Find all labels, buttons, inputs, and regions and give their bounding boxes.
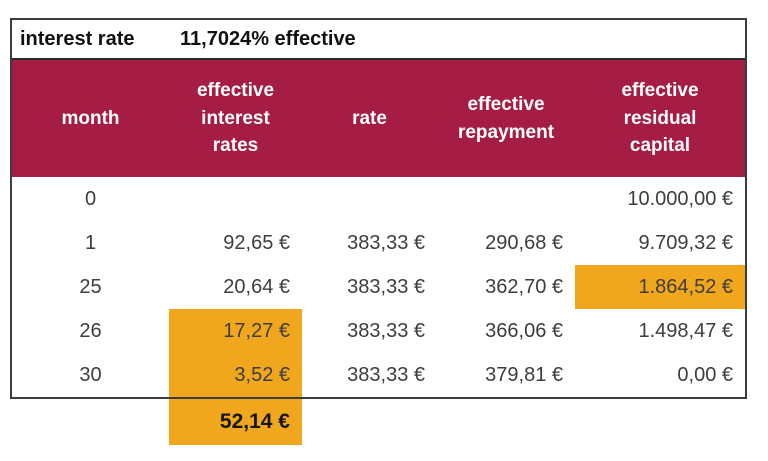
- month-cell: 26: [79, 319, 102, 342]
- interest-cell-highlighted: 17,27 €: [169, 309, 302, 353]
- interest-cell-highlighted: 3,52 €: [169, 353, 302, 397]
- interest-cell: [169, 177, 302, 221]
- column-header-interest: effective interest rates: [196, 80, 275, 157]
- column-header-rate: rate: [352, 107, 387, 129]
- residual-cell: 10.000,00 €: [627, 187, 733, 210]
- table-row: 25 20,64 € 383,33 € 362,70 € 1.864,52 €: [12, 265, 745, 309]
- rate-cell: 383,33 €: [347, 275, 425, 298]
- rate-cell: [302, 177, 437, 221]
- repayment-cell: 290,68 €: [485, 231, 563, 254]
- amortization-table: interest rate 11,7024% effective month e…: [10, 18, 747, 399]
- residual-cell: 1.498,47 €: [638, 319, 733, 342]
- residual-cell: 0,00 €: [677, 363, 733, 386]
- residual-cell: 9.709,32 €: [638, 231, 733, 254]
- rate-cell: 383,33 €: [347, 319, 425, 342]
- month-cell: 25: [79, 275, 102, 298]
- table-row: 1 92,65 € 383,33 € 290,68 € 9.709,32 €: [12, 221, 745, 265]
- repayment-cell: [437, 177, 575, 221]
- rate-cell: 383,33 €: [347, 363, 425, 386]
- interest-total-cell: 52,14 €: [169, 399, 302, 445]
- rate-cell: 383,33 €: [347, 231, 425, 254]
- table-row: 30 3,52 € 383,33 € 379,81 € 0,00 €: [12, 353, 745, 397]
- table-header-row: month effective interest rates rate effe…: [12, 60, 745, 177]
- repayment-cell: 362,70 €: [485, 275, 563, 298]
- column-header-month: month: [61, 107, 120, 129]
- interest-rate-label: interest rate: [20, 27, 135, 50]
- residual-cell-highlighted: 1.864,52 €: [575, 265, 745, 309]
- month-cell: 30: [79, 363, 102, 386]
- month-cell: 1: [84, 231, 97, 254]
- interest-rate-value: 11,7024% effective: [180, 27, 356, 50]
- interest-cell: 92,65 €: [223, 231, 290, 254]
- interest-cell: 20,64 €: [223, 275, 290, 298]
- repayment-cell: 366,06 €: [485, 319, 563, 342]
- column-header-residual: effective residual capital: [621, 80, 699, 157]
- month-cell: 0: [84, 187, 97, 210]
- table-row: 26 17,27 € 383,33 € 366,06 € 1.498,47 €: [12, 309, 745, 353]
- interest-rate-row: interest rate 11,7024% effective: [12, 20, 745, 60]
- column-header-repayment: effective repayment: [457, 93, 555, 143]
- repayment-cell: 379,81 €: [485, 363, 563, 386]
- table-row: 0 10.000,00 €: [12, 177, 745, 221]
